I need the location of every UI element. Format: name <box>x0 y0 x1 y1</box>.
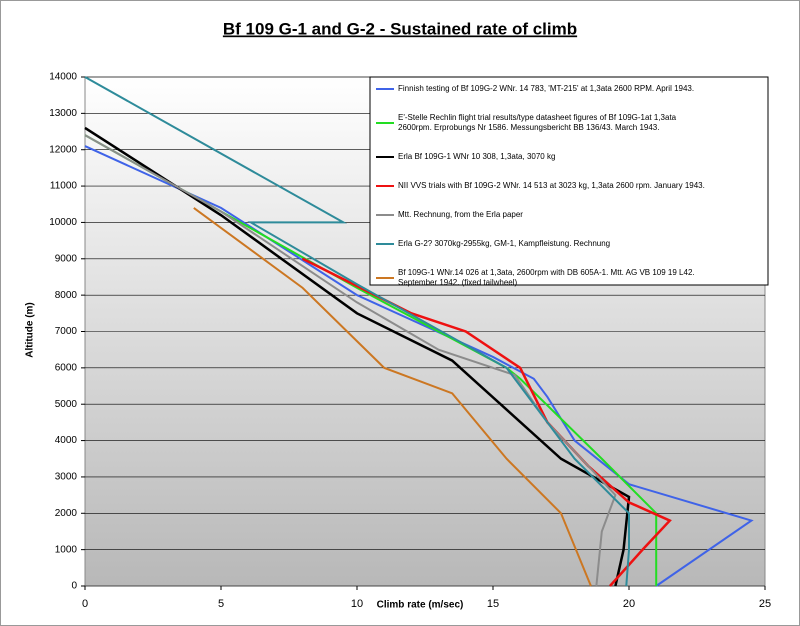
y-tick-label: 8000 <box>55 290 78 301</box>
y-tick-label: 11000 <box>50 181 78 192</box>
series-line <box>84 134 617 587</box>
x-tick-label: 25 <box>759 598 771 610</box>
lines <box>84 76 754 587</box>
y-tick-label: 14000 <box>49 72 77 83</box>
series-line <box>84 76 630 587</box>
y-tick-label: 4000 <box>55 435 78 446</box>
y-tick-label: 13000 <box>49 108 77 119</box>
x-tick-label: 5 <box>218 598 224 610</box>
legend-label: Bf 109G-1 WNr.14 026 at 1,3ata, 2600rpm … <box>398 268 695 287</box>
legend-label: Finnish testing of Bf 109G-2 WNr. 14 783… <box>398 84 694 93</box>
y-tick-label: 2000 <box>55 508 78 519</box>
y-tick-label: 10000 <box>49 217 77 228</box>
x-axis-label: Climb rate (m/sec) <box>377 600 464 611</box>
x-tick-label: 15 <box>487 598 499 610</box>
x-tick-label: 10 <box>351 598 363 610</box>
y-tick-label: 12000 <box>49 144 77 155</box>
y-tick-label: 6000 <box>55 362 78 373</box>
series-line <box>193 207 592 587</box>
x-tick-label: 20 <box>623 598 635 610</box>
legend-label: Erla Bf 109G-1 WNr 10 308, 1,3ata, 3070 … <box>398 152 555 161</box>
legend-box <box>369 76 769 286</box>
y-tick-label: 0 <box>71 581 77 592</box>
y-tick-label: 5000 <box>55 399 78 410</box>
legend-label: Mtt. Rechnung, from the Erla paper <box>398 210 523 219</box>
chart-title: Bf 109 G-1 and G-2 - Sustained rate of c… <box>223 19 577 38</box>
series-line <box>84 145 754 587</box>
y-tick-label: 7000 <box>55 326 78 337</box>
y-tick-label: 3000 <box>55 472 78 483</box>
legend: Finnish testing of Bf 109G-2 WNr. 14 783… <box>369 76 769 287</box>
series-line <box>84 126 631 587</box>
legend-label: Erla G-2? 3070kg-2955kg, GM-1, Kampfleis… <box>398 239 610 248</box>
x-tick-label: 0 <box>82 598 88 610</box>
y-axis-label: Altitude (m) <box>25 302 36 358</box>
y-tick-label: 9000 <box>55 253 78 264</box>
legend-label: E'-Stelle Rechlin flight trial results/t… <box>398 113 677 132</box>
legend-label: NII VVS trials with Bf 109G-2 WNr. 14 51… <box>398 181 705 190</box>
y-tick-label: 1000 <box>55 544 78 555</box>
series-line <box>84 134 658 586</box>
